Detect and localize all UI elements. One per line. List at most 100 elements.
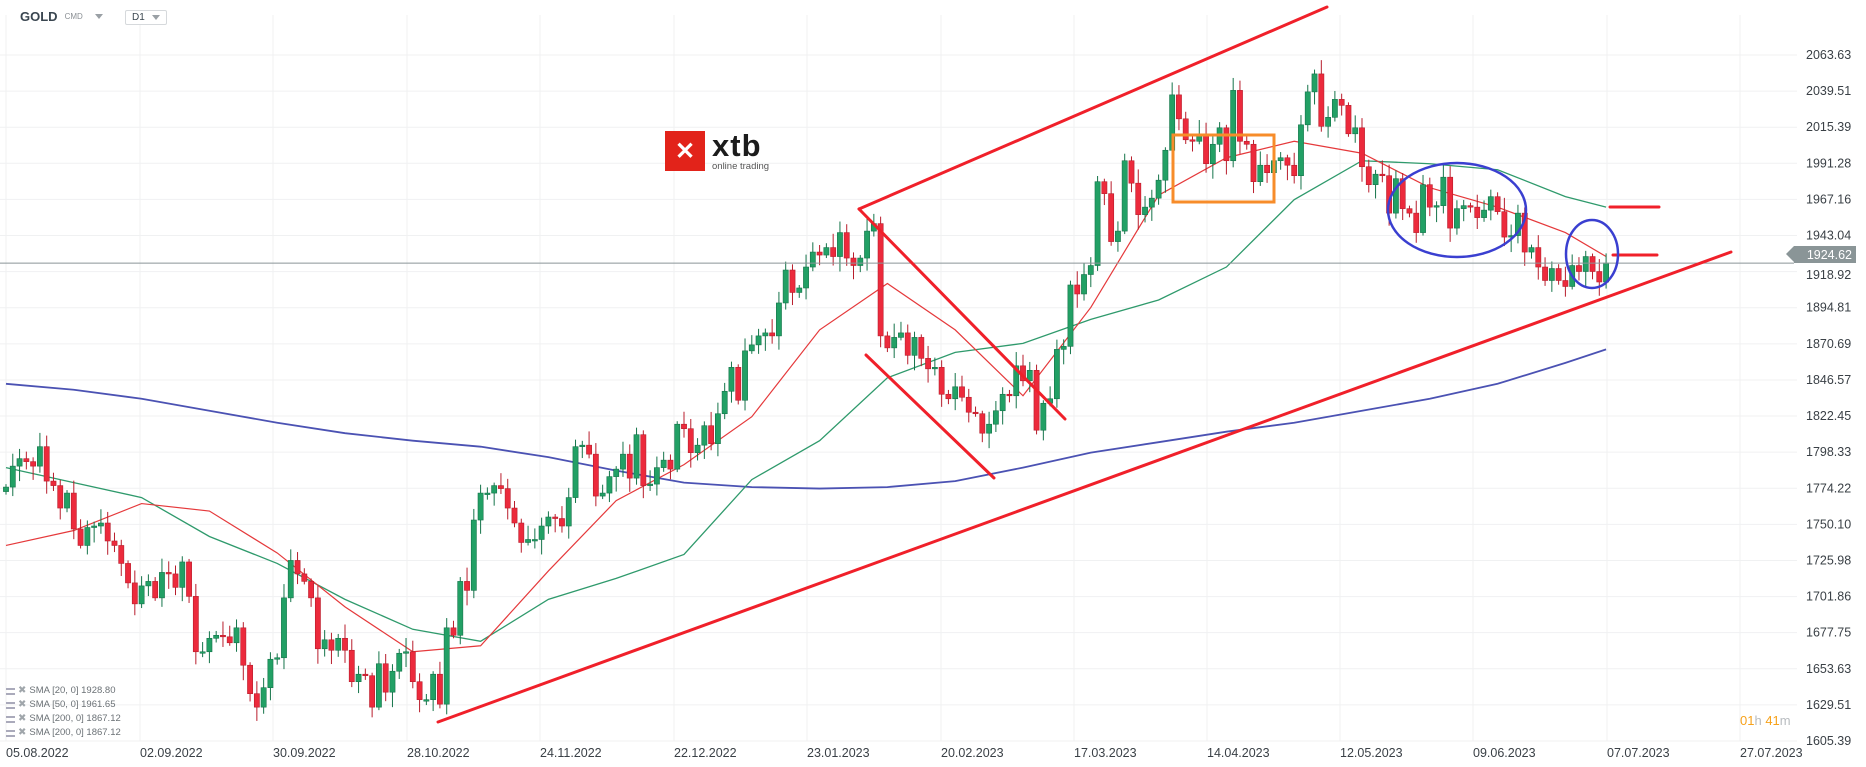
candle-bearish[interactable] [1589,253,1596,280]
candle-bullish[interactable] [992,401,999,432]
chevron-down-icon[interactable] [94,14,103,19]
candle-bullish[interactable] [823,243,830,259]
candle-bullish[interactable] [776,291,782,350]
candle-bullish[interactable] [1067,280,1074,355]
candle-bullish[interactable] [1440,163,1447,214]
candle-bullish[interactable] [1196,120,1203,145]
candle-bearish[interactable] [226,625,233,646]
candle-bearish[interactable] [959,375,965,402]
candle-bearish[interactable] [830,233,837,266]
candle-bullish[interactable] [260,677,267,714]
candle-bearish[interactable] [314,585,321,664]
candle-bearish[interactable] [559,506,565,533]
candle-bullish[interactable] [572,439,579,503]
candle-bearish[interactable] [1474,194,1481,230]
candle-bearish[interactable] [1284,154,1291,181]
candle-bearish[interactable] [498,473,504,494]
candle-bearish[interactable] [769,319,776,344]
flag-lower-line[interactable] [864,353,996,480]
candle-bearish[interactable] [1542,257,1548,286]
candle-bearish[interactable] [77,519,84,549]
candle-bearish[interactable] [1243,134,1250,150]
candle-bullish[interactable] [1087,257,1094,288]
candle-bullish[interactable] [1026,361,1033,393]
candle-bearish[interactable] [220,621,226,647]
candle-bullish[interactable] [16,448,23,482]
candle-bearish[interactable] [23,451,30,470]
candle-bullish[interactable] [9,453,16,497]
candle-bullish[interactable] [1331,90,1338,122]
candle-bearish[interactable] [294,552,301,585]
candle-bearish[interactable] [1555,264,1562,285]
candle-bullish[interactable] [1277,152,1284,170]
candle-bullish[interactable] [64,490,70,513]
candle-bullish[interactable] [145,574,152,597]
legend-item[interactable]: ✖ SMA [200, 0] 1867.12 [6,712,121,726]
candle-bearish[interactable] [1182,111,1189,144]
candle-bullish[interactable] [1487,189,1494,221]
candle-bearish[interactable] [877,216,884,348]
candle-bearish[interactable] [186,558,192,603]
candle-bearish[interactable] [1576,257,1582,281]
candle-bearish[interactable] [118,539,125,577]
candle-bearish[interactable] [1447,166,1454,242]
legend-item[interactable]: ✖ SMA [50, 0] 1961.65 [6,698,121,712]
candle-bullish[interactable] [267,652,274,701]
candle-bullish[interactable] [1372,169,1379,199]
candle-bullish[interactable] [321,630,328,657]
lower-support-trendline[interactable] [436,250,1733,724]
candle-bullish[interactable] [91,521,98,543]
candle-bullish[interactable] [579,440,586,459]
candle-bearish[interactable] [416,673,423,713]
candle-bullish[interactable] [565,487,572,539]
candle-bearish[interactable] [1074,271,1081,308]
candle-bearish[interactable] [965,388,972,423]
candle-bullish[interactable] [809,242,816,272]
candle-bullish[interactable] [213,630,220,643]
candle-bullish[interactable] [1081,263,1087,301]
candle-bearish[interactable] [626,444,633,492]
candle-bullish[interactable] [742,338,748,411]
candle-bullish[interactable] [694,438,701,461]
candle-bearish[interactable] [1406,205,1413,218]
candle-bearish[interactable] [1250,139,1257,194]
candle-bearish[interactable] [972,406,979,417]
candle-bullish[interactable] [633,427,640,485]
candle-bullish[interactable] [389,664,396,708]
candle-bullish[interactable] [701,421,708,459]
candle-bearish[interactable] [369,672,376,718]
candle-bearish[interactable] [301,568,308,585]
candle-bullish[interactable] [3,484,9,495]
candle-bullish[interactable] [599,484,606,500]
candle-bullish[interactable] [748,335,755,354]
candle-bullish[interactable] [538,517,545,555]
candle-bullish[interactable] [721,382,728,420]
candle-bearish[interactable] [70,480,77,540]
candle-bearish[interactable] [552,514,559,533]
candle-bullish[interactable] [355,665,362,694]
candle-bullish[interactable] [287,549,294,603]
candle-bearish[interactable] [816,245,823,266]
candle-bearish[interactable] [43,435,50,494]
candle-bearish[interactable] [586,431,592,459]
candle-bullish[interactable] [1582,250,1589,287]
candle-bearish[interactable] [1426,177,1433,217]
candle-bullish[interactable] [803,254,809,300]
flag-upper-line[interactable] [857,207,1067,421]
candle-bullish[interactable] [443,618,450,715]
candle-bullish[interactable] [1298,115,1304,190]
candle-bearish[interactable] [1318,60,1325,132]
candle-bearish[interactable] [1596,259,1603,296]
candle-bearish[interactable] [328,632,335,665]
candle-bearish[interactable] [1365,159,1372,193]
candle-bearish[interactable] [50,472,57,491]
candle-bullish[interactable] [281,584,287,670]
highlight-circle-small[interactable] [1564,218,1620,290]
candle-bullish[interactable] [1216,122,1223,153]
candle-bullish[interactable] [606,470,613,503]
candle-bearish[interactable] [125,560,131,589]
candle-bullish[interactable] [1352,115,1359,143]
candle-bullish[interactable] [1060,339,1067,365]
candle-bearish[interactable] [1264,154,1270,183]
candle-bullish[interactable] [864,218,870,271]
